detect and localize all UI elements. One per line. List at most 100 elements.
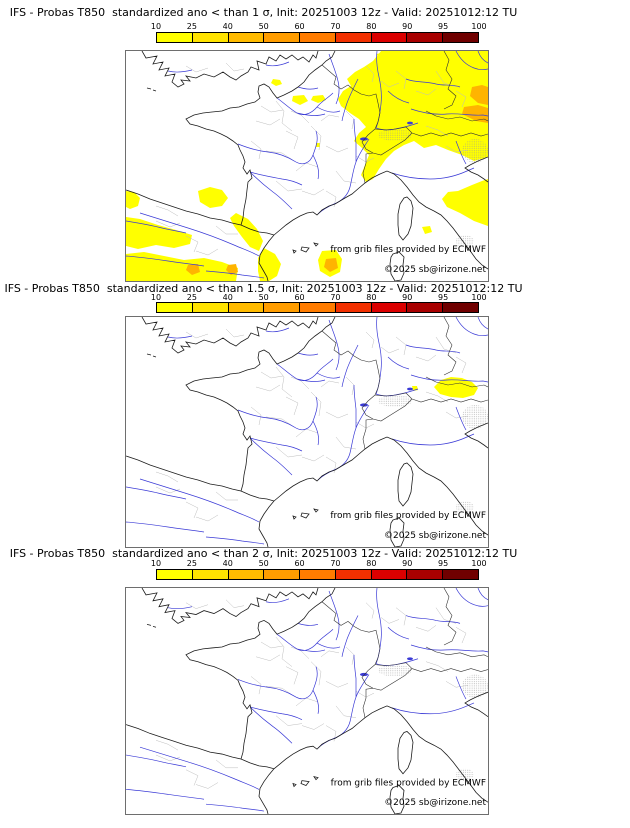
map-frame: from grib files provided by ECMWF ©2025 … [125,316,489,548]
colorbar-segment [406,570,443,579]
colorbar-tick: 70 [330,559,341,568]
probability-region [442,179,488,226]
probability-region [316,143,320,147]
colorbar-tick: 50 [258,22,269,31]
colorbar-tick: 70 [330,293,341,302]
probability-shading [412,377,478,398]
colorbar-tick: 25 [186,293,197,302]
colorbar-tick: 40 [222,22,233,31]
attribution-text: from grib files provided by ECMWF [330,511,486,521]
probability-region [126,191,140,209]
colorbar-segment [334,303,371,312]
colorbar-tick: 50 [258,293,269,302]
colorbar-segment [157,303,192,312]
colorbar-tick: 90 [402,22,413,31]
colorbar-segment [191,570,228,579]
map-frame: from grib files provided by ECMWF ©2025 … [125,50,489,282]
colorbar-tick: 100 [471,22,487,31]
colorbar-tick: 100 [471,293,487,302]
colorbar-ticks: 10 25 40 50 60 70 80 90 95 100 [0,559,630,569]
copyright-text: ©2025 sb@irizone.net [384,798,486,808]
probability-region [311,95,326,103]
attribution-text: from grib files provided by ECMWF [331,779,486,789]
basemap [126,51,488,281]
probability-region [186,264,200,275]
colorbar-tick: 60 [294,22,305,31]
colorbar-tick: 10 [150,293,162,302]
probability-region [126,252,238,281]
colorbar-tick: 40 [222,559,233,568]
map-svg: from grib files provided by ECMWF ©2025 … [126,588,488,814]
probability-region [198,187,228,208]
probability-region [318,250,342,277]
colorbar-segment [370,570,407,579]
colorbar-tick: 80 [366,293,377,302]
colorbar-segment [370,303,407,312]
colorbar-segment [263,570,300,579]
probability-region [126,217,192,249]
colorbar-tick: 50 [258,559,269,568]
colorbar-segment [406,303,443,312]
colorbar-tick: 80 [366,22,377,31]
colorbar-segment [191,33,228,42]
probability-region [292,95,308,105]
colorbar-segment [157,33,192,42]
colorbar-tick: 80 [366,559,377,568]
colorbar-tick: 60 [294,559,305,568]
copyright-text: ©2025 sb@irizone.net [384,265,486,275]
copyright-text: ©2025 sb@irizone.net [384,531,486,541]
probability-colorbar [156,32,479,43]
probability-region [412,386,418,391]
colorbar-segment [334,33,371,42]
colorbar-segment [227,303,264,312]
colorbar-tick: 40 [222,293,233,302]
panel-title: IFS - Probas T850 standardized ano < tha… [9,6,518,19]
colorbar-segment [334,570,371,579]
colorbar-segment [227,33,264,42]
map-frame: from grib files provided by ECMWF ©2025 … [125,587,489,815]
colorbar-segment [263,33,300,42]
colorbar-segment [370,33,407,42]
probability-region [462,105,488,123]
colorbar-segment [157,570,192,579]
colorbar-segment [299,570,335,579]
probability-region [434,377,478,398]
probability-region [470,85,488,105]
colorbar-segment [191,303,228,312]
colorbar-tick: 25 [186,559,197,568]
attribution-text: from grib files provided by ECMWF [330,245,486,255]
colorbar-segment [442,570,479,579]
probability-region [376,52,410,65]
probability-region [271,79,282,86]
colorbar-tick: 95 [438,559,449,568]
colorbar-ticks: 10 25 40 50 60 70 80 90 95 100 [0,293,630,303]
colorbar-tick: 95 [438,22,449,31]
map-svg: from grib files provided by ECMWF ©2025 … [126,51,488,281]
probability-colorbar [156,302,479,313]
basemap [126,588,488,814]
probability-region [338,51,488,182]
map-svg: from grib files provided by ECMWF ©2025 … [126,317,488,547]
probability-region [422,226,432,234]
colorbar-tick: 70 [330,22,341,31]
colorbar-tick: 90 [402,559,413,568]
colorbar-segment [299,33,335,42]
probability-region [258,248,281,281]
colorbar-segment [263,303,300,312]
colorbar-segment [406,33,443,42]
colorbar-tick: 95 [438,293,449,302]
probability-colorbar [156,569,479,580]
colorbar-tick: 90 [402,293,413,302]
colorbar-tick: 10 [150,559,162,568]
colorbar-segment [227,570,264,579]
colorbar-tick: 60 [294,293,305,302]
probability-region [324,258,338,272]
colorbar-segment [442,33,479,42]
probability-shading [126,51,488,281]
colorbar-segment [299,303,335,312]
panel-title: IFS - Probas T850 standardized ano < tha… [4,282,523,295]
